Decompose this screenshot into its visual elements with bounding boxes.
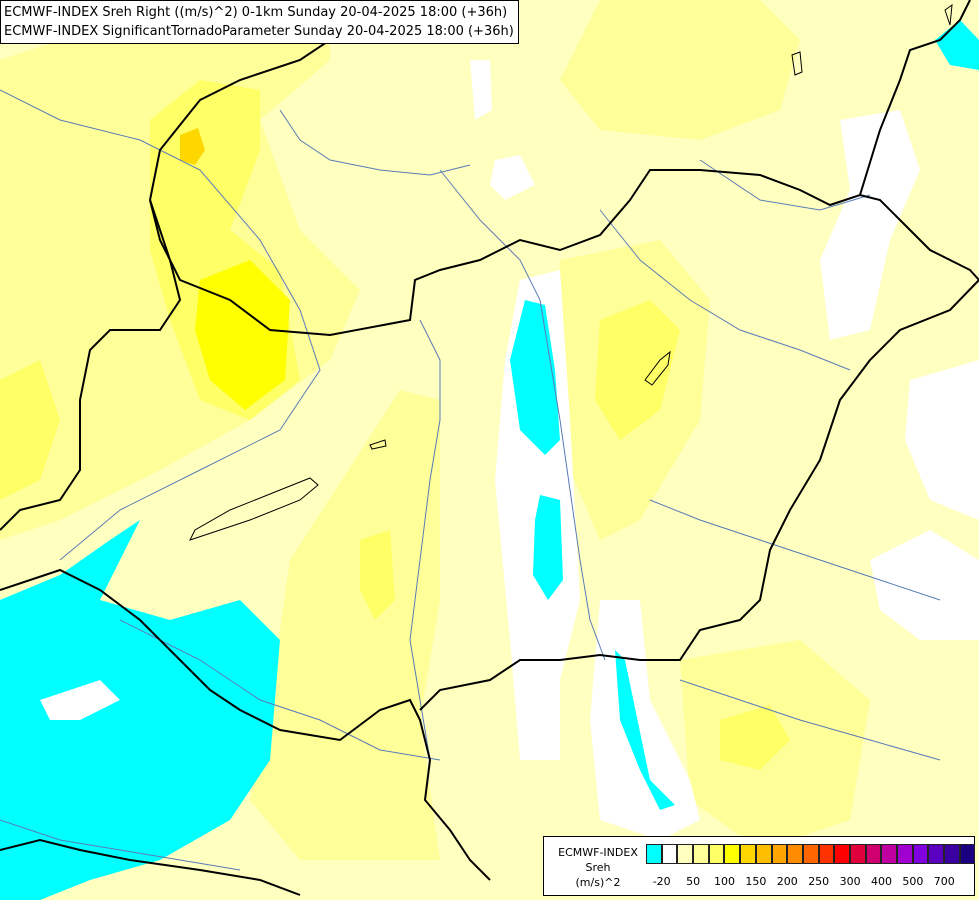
legend-swatch — [912, 844, 929, 864]
field-white-east — [905, 360, 979, 520]
legend-swatch — [849, 844, 866, 864]
legend-swatch — [802, 844, 819, 864]
legend-tick-label: 250 — [808, 875, 830, 888]
legend-swatch — [708, 844, 725, 864]
field-yellow-west-edge — [0, 360, 60, 500]
legend-swatch — [865, 844, 882, 864]
legend-tick-label: 50 — [686, 875, 701, 888]
field-cyan-northeast — [935, 20, 979, 70]
map-title-line1: ECMWF-INDEX Sreh Right ((m/s)^2) 0-1km S… — [4, 5, 508, 20]
legend-tick-label: 400 — [871, 875, 892, 888]
legend-title-line3: (m/s)^2 — [575, 876, 621, 889]
field-light-yellow-northeast — [560, 0, 800, 140]
legend-tick-label: 700 — [933, 875, 955, 888]
legend-swatch — [693, 844, 709, 864]
legend-swatch — [755, 844, 772, 864]
legend-swatch — [677, 844, 694, 864]
field-gold-spot — [180, 128, 205, 165]
legend-swatch — [724, 844, 741, 864]
legend-swatch — [818, 844, 835, 864]
legend-title-line2: Sreh — [585, 861, 611, 874]
legend-swatches — [646, 844, 976, 864]
field-cyan-lake-band — [510, 300, 560, 455]
field-bright-yellow-core — [195, 260, 290, 410]
field-white-north2 — [490, 155, 535, 200]
legend-tick-label: 150 — [745, 875, 767, 888]
field-white-southeast — [870, 530, 979, 640]
legend-tick-label: 100 — [714, 875, 735, 888]
field-cyan-south — [615, 650, 675, 810]
field-white-north — [470, 60, 492, 120]
legend-tick-label: 300 — [839, 875, 861, 888]
legend-swatch — [944, 844, 960, 864]
legend-swatch — [881, 844, 897, 864]
legend-swatch — [834, 844, 850, 864]
field-cyan-middle — [533, 495, 563, 600]
field-white-in-cyan — [40, 680, 120, 720]
map-title-line2: ECMWF-INDEX SignificantTornadoParameter … — [4, 24, 514, 39]
legend-swatch — [661, 844, 678, 864]
legend-swatch — [897, 844, 913, 864]
legend-tick-label: 500 — [902, 875, 924, 888]
color-legend: ECMWF-INDEX Sreh (m/s)^2 -20 50 100 150 200 2… — [543, 836, 976, 896]
field-cyan-southwest — [0, 520, 280, 900]
lakes — [189, 3, 953, 541]
legend-swatch — [959, 844, 976, 864]
legend-swatch — [787, 844, 803, 864]
legend-swatch — [646, 844, 662, 864]
map-title-box: ECMWF-INDEX Sreh Right ((m/s)^2) 0-1km S… — [0, 0, 519, 44]
legend-swatch — [928, 844, 945, 864]
legend-tick-label: 200 — [776, 875, 798, 888]
legend-tick-label: -20 — [652, 875, 671, 888]
rivers — [0, 89, 941, 871]
field-yellow-center-east — [595, 300, 680, 440]
legend-title: ECMWF-INDEX Sreh (m/s)^2 — [550, 845, 646, 890]
field-light-yellow-south — [250, 390, 440, 860]
legend-ticks: -20 50 100 150 200 250 300 400 500 700 — [646, 875, 976, 891]
field-yellow-southeast-spot — [720, 705, 790, 770]
legend-swatch — [740, 844, 756, 864]
legend-title-line1: ECMWF-INDEX — [558, 846, 638, 859]
field-yellow-south-strip — [360, 530, 395, 620]
field-white-northeast — [820, 110, 920, 340]
legend-swatch — [771, 844, 788, 864]
